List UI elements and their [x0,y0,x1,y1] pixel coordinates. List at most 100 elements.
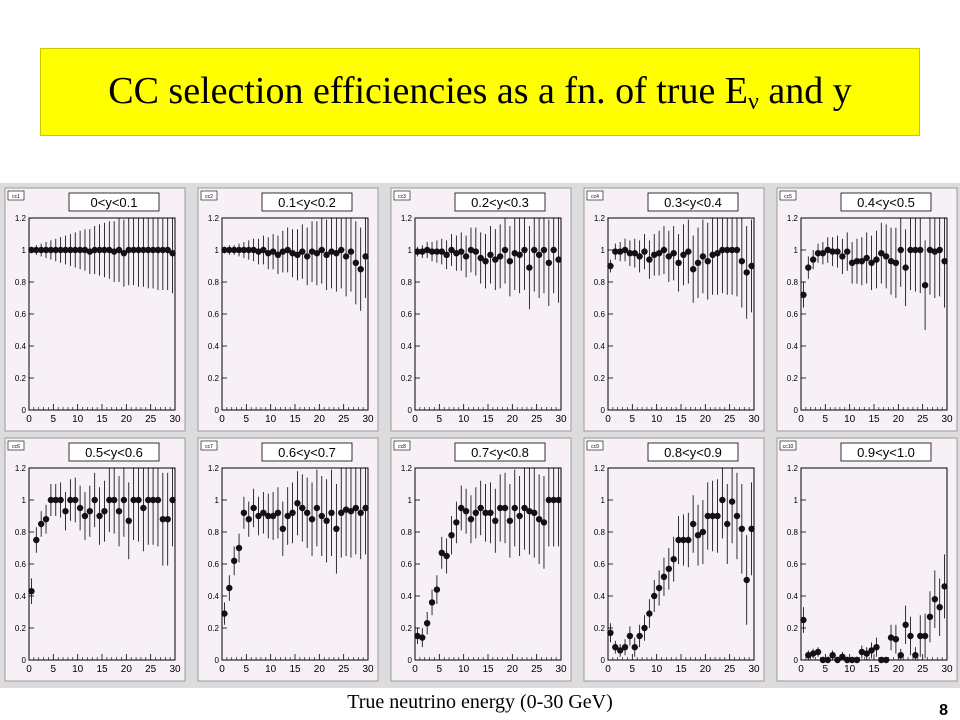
y-tick-label: 0.2 [787,624,799,633]
panel-title-box [647,442,739,462]
y-tick-label: 0 [794,656,799,665]
data-point [714,250,721,257]
data-point [169,250,176,257]
data-point [704,258,711,265]
x-tick-label: 25 [531,414,543,425]
x-tick-label: 25 [145,664,157,675]
data-point [912,652,919,659]
x-tick-label: 5 [630,414,636,425]
x-tick-label: 15 [96,664,108,675]
y-tick-label: 0.6 [15,560,27,569]
data-point [709,251,716,258]
chart-panel-7: cc7 0.6<y<0.7 0 0.2 0.4 0.6 0.8 1 1.2 0 5 10 15 20 25 3… [197,437,379,682]
y-tick-label: 1.2 [401,464,413,473]
data-point [516,251,523,258]
data-point [646,610,653,617]
x-tick-label: 30 [169,414,181,425]
data-point [240,246,248,254]
data-point [907,632,914,640]
histogram-id-label: cc10 [783,444,794,450]
data-point [67,246,74,254]
data-point [501,504,509,512]
data-point [299,248,306,255]
data-point [433,248,441,255]
page-title: CC selection efficiencies as a fn. of tr… [41,69,919,116]
data-point [743,269,750,276]
data-point [805,264,812,271]
y-tick-label: 0.4 [401,342,413,351]
data-point [892,259,900,266]
data-point [829,652,836,659]
data-point [86,248,94,255]
data-point [829,248,836,255]
data-point [699,253,707,260]
panel-title: 0.6<y<0.7 [278,445,336,460]
data-point [423,620,431,627]
chart-panel-4: cc4 0.3<y<0.4 0 0.2 0.4 0.6 0.8 1 1.2 0 5 10 15 20 25 3… [583,187,765,432]
histogram-id-box [200,190,218,201]
y-tick-label: 1 [794,496,799,505]
y-tick-label: 1 [22,496,27,505]
data-point [868,259,875,266]
x-tick-label: 15 [868,414,880,425]
data-point [284,246,291,254]
data-point [140,504,147,512]
x-tick-label: 10 [458,664,470,675]
plot-area [414,467,562,661]
data-point [550,496,557,504]
y-tick-label: 0.4 [787,592,799,601]
histogram-id-box [7,190,25,201]
y-tick-label: 1.2 [787,464,799,473]
data-point [159,246,167,254]
histogram-id-box [393,440,411,451]
data-point [858,258,866,265]
y-tick-label: 0.4 [208,342,220,351]
data-point [887,258,895,265]
data-point [728,246,736,254]
data-point [106,246,113,254]
data-point [260,509,267,516]
data-point [245,516,252,523]
data-point [496,253,504,260]
data-point [433,586,441,593]
data-point [626,632,634,640]
y-tick-label: 1.2 [787,214,799,223]
data-point [540,519,548,526]
data-point [357,266,364,273]
x-tick-label: 20 [700,664,712,675]
x-tick-label: 25 [531,664,543,675]
x-tick-label: 15 [482,664,494,675]
x-tick-label: 0 [412,414,418,425]
data-point [694,259,702,266]
data-point [313,504,321,512]
data-point [428,248,436,255]
data-point [318,246,325,254]
data-point [680,251,687,258]
plot-grid: cc1 0<y<0.100.20.40.60.811.20 5 10 15 20 25 30c… [4,187,958,682]
x-tick-label: 10 [265,414,277,425]
data-point [487,509,494,516]
histogram-id-box [393,190,411,201]
data-point [130,246,137,254]
data-point [279,248,287,255]
data-point [680,536,687,544]
panel-title: 0.4<y<0.5 [857,195,915,210]
data-point [62,508,69,515]
data-point [848,656,856,664]
data-point [651,592,658,600]
data-point [274,251,282,258]
data-point [733,246,741,254]
data-point [748,262,755,270]
data-point [149,496,157,504]
data-point [57,246,64,254]
y-tick-label: 0.2 [208,624,220,633]
y-tick-label: 0.8 [208,528,220,537]
data-point [235,544,243,552]
data-point [145,246,152,254]
x-tick-label: 10 [651,414,663,425]
data-point [240,509,248,516]
data-point [255,512,262,520]
data-point [882,656,890,664]
data-point [719,496,726,504]
data-point [897,652,904,659]
